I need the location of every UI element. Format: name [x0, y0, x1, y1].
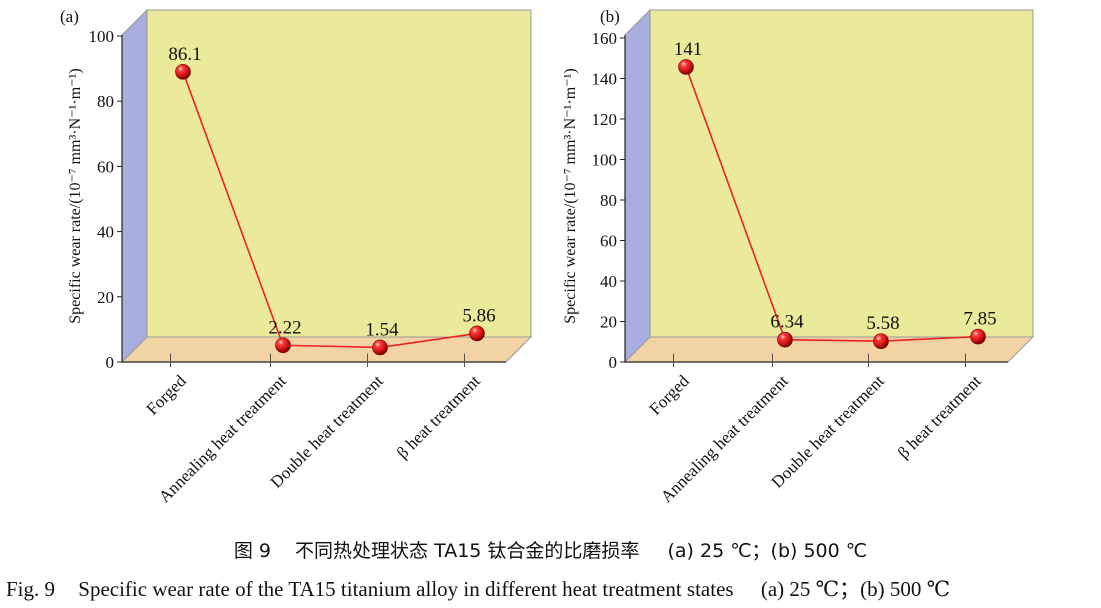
x-tick-label: Forged [143, 371, 191, 419]
caption-cn-label: 图 9 [233, 540, 271, 562]
panel-label: (a) [60, 7, 79, 26]
caption-cn-conditions: (a) 25 ℃；(b) 500 ℃ [667, 540, 868, 562]
panel-label: (b) [600, 7, 620, 26]
caption-en-conditions: (a) 25 ℃；(b) 500 ℃ [760, 577, 951, 601]
data-label: 141 [674, 39, 703, 60]
data-label: 6.34 [770, 312, 804, 333]
y-tick-label: 60 [600, 232, 617, 251]
caption-chinese: 图 9 不同热处理状态 TA15 钛合金的比磨损率 (a) 25 ℃；(b) 5… [0, 536, 1101, 563]
data-label: 5.58 [866, 313, 899, 334]
series-line [685, 66, 979, 343]
caption-cn-title: 不同热处理状态 TA15 钛合金的比磨损率 [295, 540, 640, 562]
caption-english: Fig. 9 Specific wear rate of the TA15 ti… [6, 573, 950, 603]
y-tick-label: 100 [89, 27, 115, 46]
y-tick-label: 20 [600, 313, 617, 332]
y-axis-label: Specific wear rate/(10⁻⁷ mm³·N⁻¹·m⁻¹) [67, 68, 84, 323]
y-tick-label: 80 [97, 92, 114, 111]
series-line [182, 71, 478, 349]
y-tick-label: 40 [97, 223, 114, 242]
y-tick-label: 100 [592, 151, 618, 170]
data-point [678, 59, 694, 75]
data-label: 7.85 [963, 309, 996, 330]
y-tick-label: 20 [97, 288, 114, 307]
caption-en-title: Specific wear rate of the TA15 titanium … [78, 577, 734, 601]
x-tick-label: β heat treatment [393, 371, 484, 462]
data-label: 5.86 [462, 305, 495, 326]
data-label: 1.54 [365, 319, 399, 340]
data-label: 86.1 [168, 44, 201, 65]
floor [120, 336, 533, 363]
back-wall [649, 9, 1034, 338]
y-tick-label: 0 [106, 353, 115, 372]
data-point [777, 331, 793, 348]
y-tick-label: 120 [592, 110, 618, 129]
data-label: 2.22 [268, 317, 301, 338]
x-tick-label: Forged [646, 371, 694, 419]
side-wall [121, 8, 148, 364]
y-tick-label: 140 [592, 70, 618, 89]
y-tick-label: 160 [592, 29, 618, 48]
data-point [970, 328, 986, 345]
x-tick-label: β heat treatment [894, 371, 985, 462]
side-wall [624, 8, 651, 364]
y-tick-label: 60 [97, 157, 114, 176]
data-point [873, 333, 889, 350]
y-tick-label: 40 [600, 272, 617, 291]
caption-en-label: Fig. 9 [6, 577, 56, 601]
y-tick-label: 80 [600, 191, 617, 210]
data-point [175, 64, 191, 80]
data-point [275, 337, 291, 354]
data-point [372, 339, 388, 356]
y-tick-label: 0 [609, 353, 618, 372]
back-wall [146, 9, 532, 338]
data-point [469, 325, 485, 342]
y-axis-label: Specific wear rate/(10⁻⁷ mm³·N⁻¹·m⁻¹) [562, 68, 579, 323]
